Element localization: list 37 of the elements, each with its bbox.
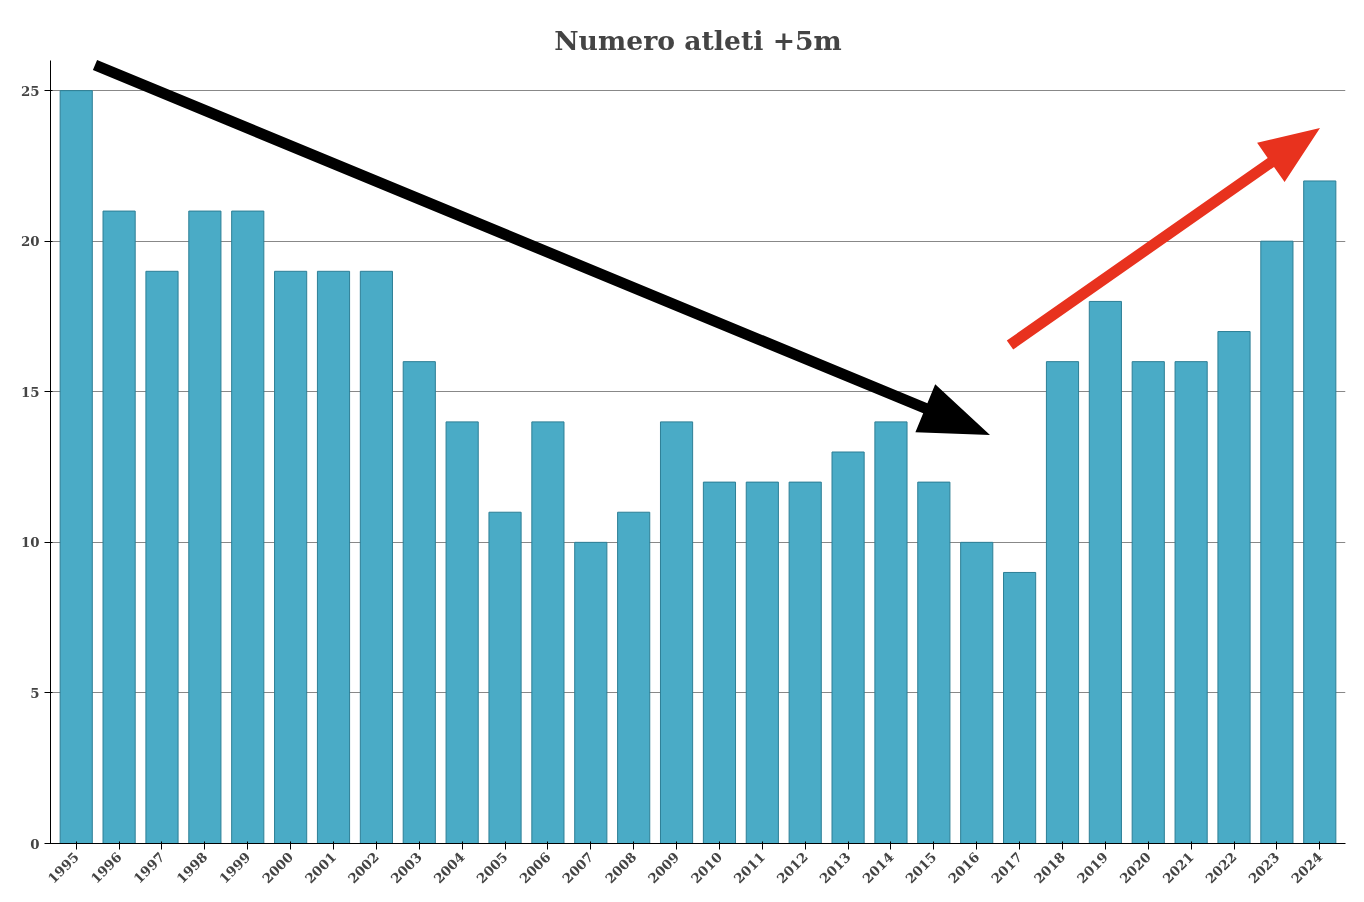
bar <box>574 541 608 844</box>
bar <box>488 511 522 844</box>
bar <box>1303 180 1337 844</box>
bar <box>359 270 393 844</box>
bar <box>102 210 136 844</box>
y-tick-label: 5 <box>30 684 40 701</box>
bar <box>702 481 737 844</box>
bar <box>874 421 908 844</box>
bar <box>1260 240 1294 844</box>
bar <box>617 511 651 844</box>
bar <box>1174 361 1208 844</box>
y-tick-label: 15 <box>20 383 40 400</box>
bar <box>1003 571 1037 844</box>
bar <box>917 481 951 844</box>
bar <box>316 270 351 844</box>
bar <box>145 270 179 844</box>
bar <box>531 421 565 844</box>
bar <box>831 451 865 844</box>
bar <box>1045 361 1080 844</box>
bar <box>445 421 479 844</box>
y-tick-label: 10 <box>20 534 40 551</box>
bar <box>1131 361 1165 844</box>
bar <box>59 90 93 844</box>
bar <box>274 270 308 844</box>
bar <box>188 210 222 844</box>
bar <box>1217 331 1251 844</box>
bar <box>659 421 694 844</box>
y-tick-label: 0 <box>30 835 40 852</box>
bar <box>402 361 436 844</box>
bar <box>788 481 822 844</box>
y-tick-label: 25 <box>20 82 40 99</box>
bar <box>1088 300 1122 844</box>
bar <box>745 481 779 844</box>
bar <box>960 541 994 844</box>
bar <box>231 210 265 844</box>
y-tick-label: 20 <box>20 233 40 250</box>
chart-title: Numero atleti +5m <box>554 24 842 56</box>
